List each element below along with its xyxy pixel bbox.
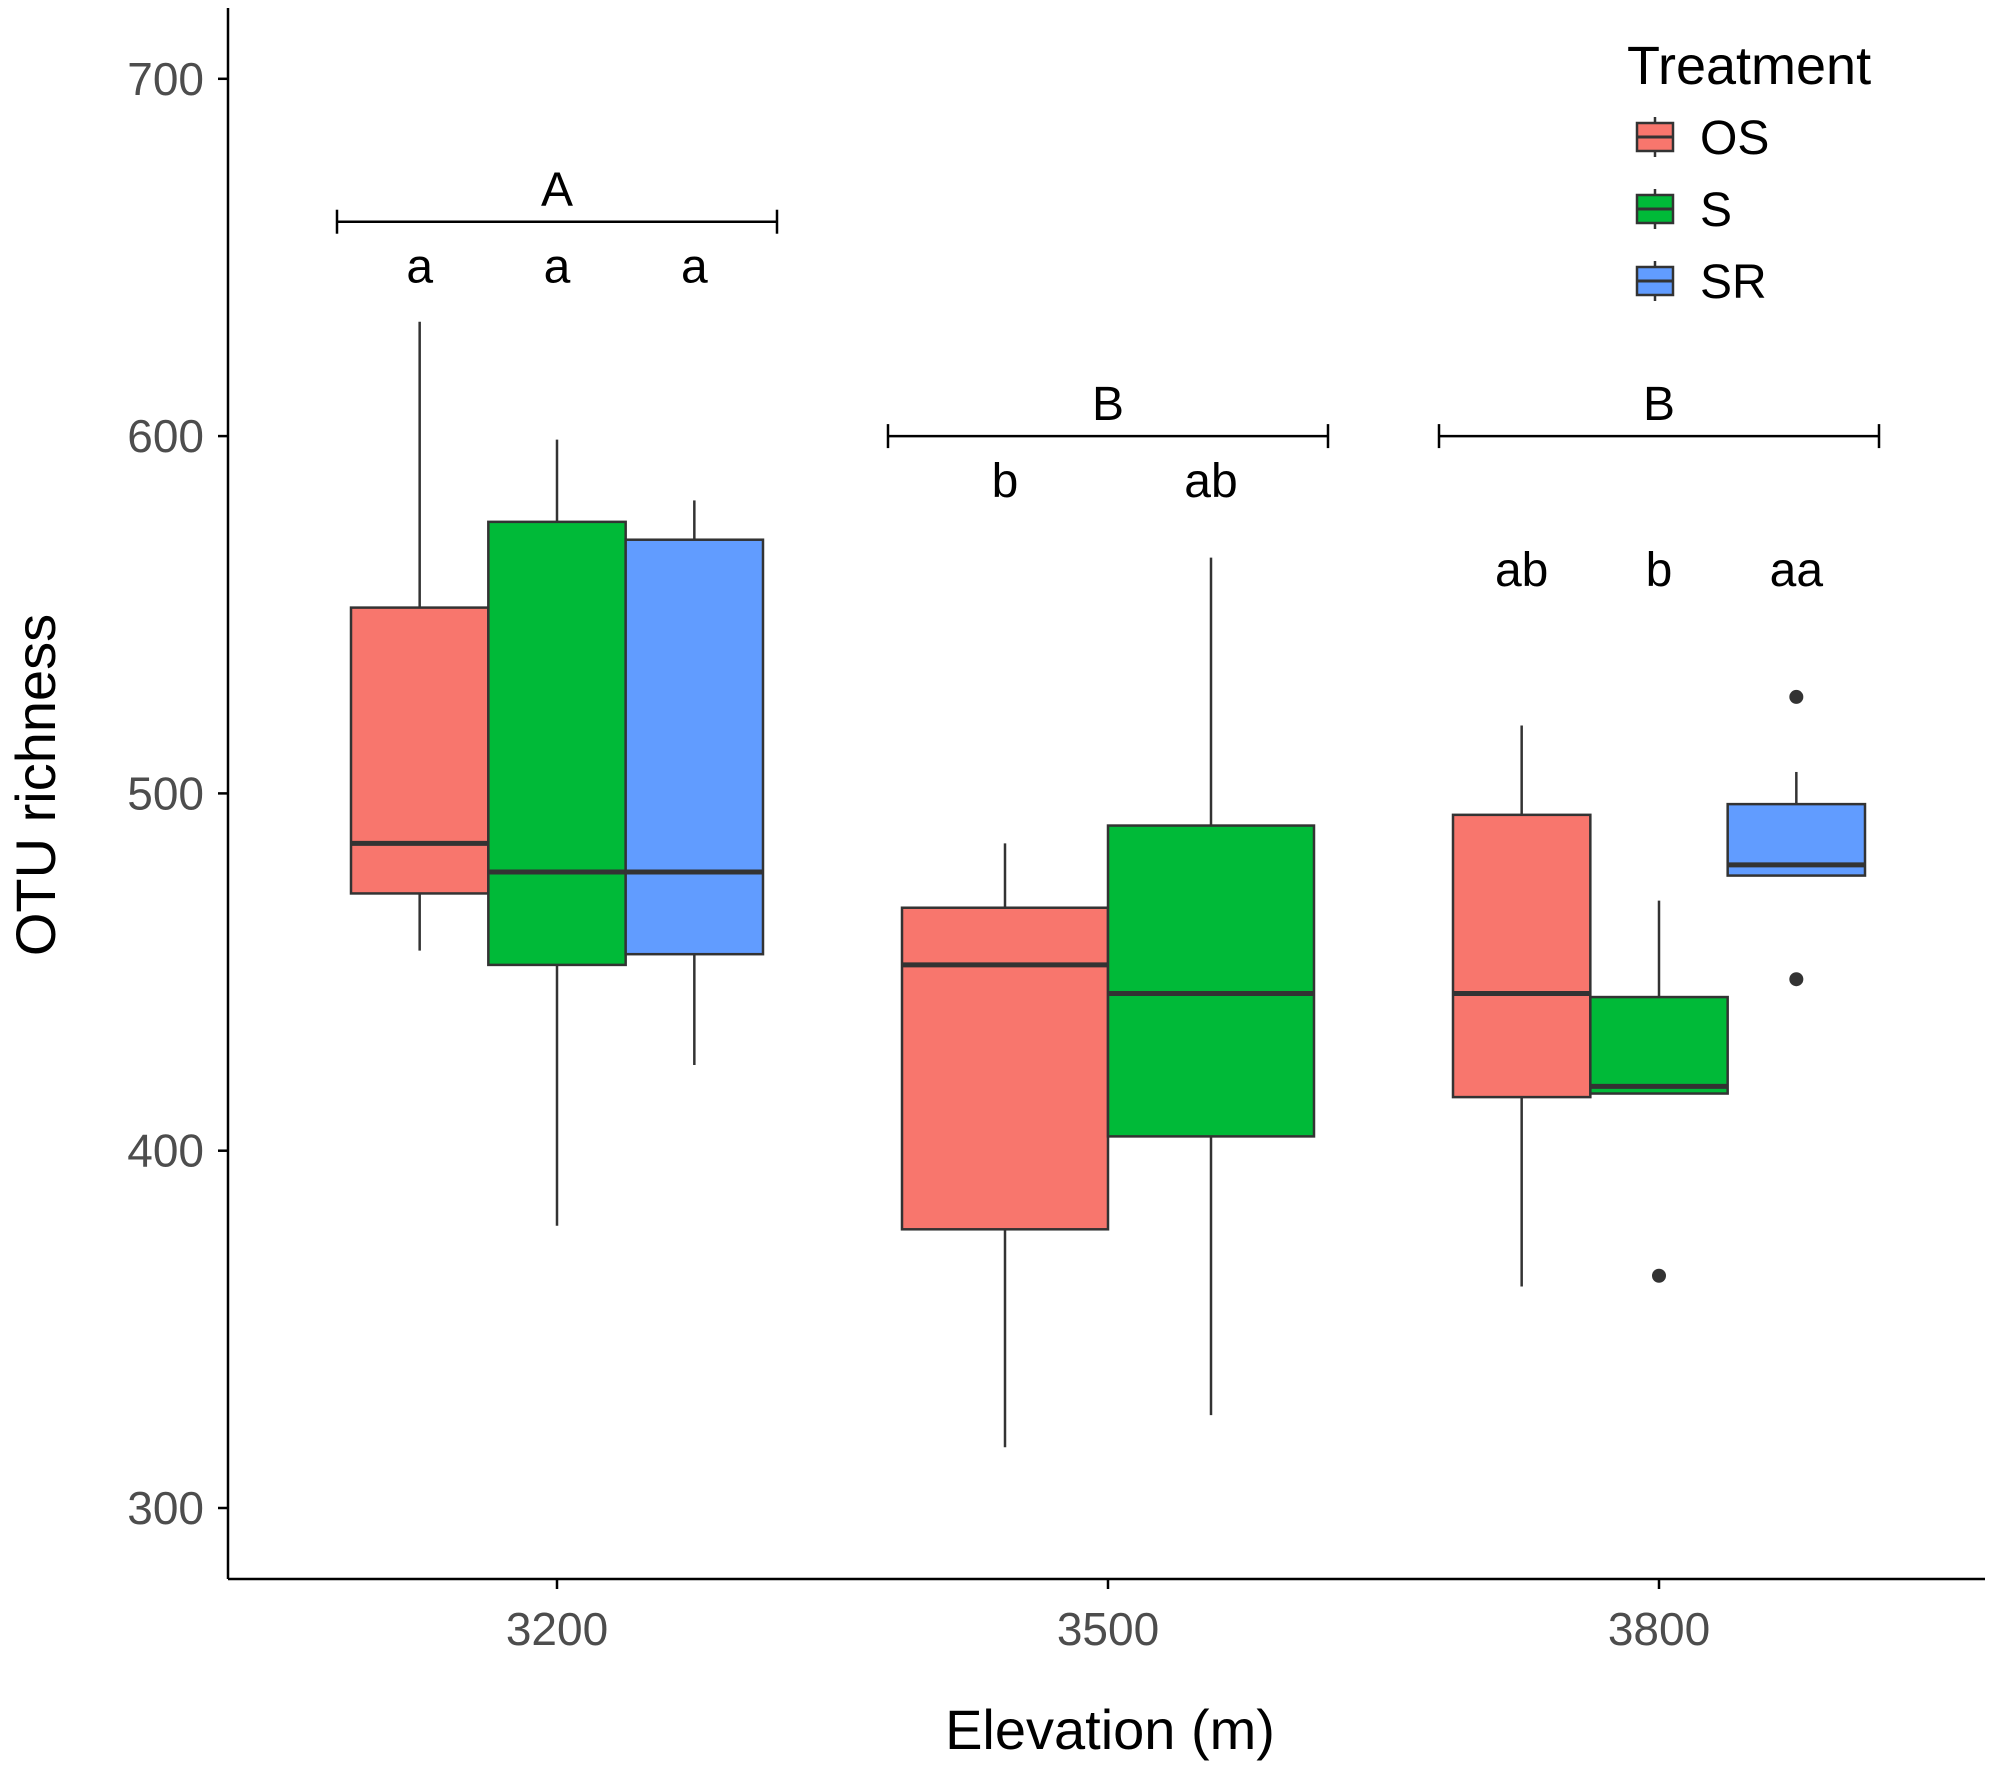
box-letter: a xyxy=(544,240,571,293)
x-axis-title: Elevation (m) xyxy=(945,1698,1275,1761)
box-body xyxy=(900,906,1110,1231)
box-body xyxy=(624,538,765,956)
box-series xyxy=(349,321,1867,1448)
outlier-point xyxy=(1789,689,1804,704)
y-tick-label: 400 xyxy=(127,1125,204,1177)
x-tick-label: 3200 xyxy=(506,1603,608,1655)
y-tick-label: 500 xyxy=(127,767,204,819)
box-letter: b xyxy=(1646,544,1673,597)
box-body xyxy=(349,606,490,895)
box-3200-os xyxy=(349,321,490,951)
box-3800-sr xyxy=(1726,689,1867,987)
legend-label: OS xyxy=(1700,112,1769,165)
box-letter: ab xyxy=(1184,455,1237,508)
legend-item-s: S xyxy=(1635,184,1732,237)
box-3200-s xyxy=(487,439,627,1226)
group-bracket-3200: A xyxy=(335,164,779,234)
box-letter: a xyxy=(681,240,708,293)
y-axis-title: OTU richness xyxy=(4,614,67,956)
y-tick-label: 300 xyxy=(127,1482,204,1534)
legend-label: S xyxy=(1700,184,1732,237)
legend-item-os: OS xyxy=(1635,112,1769,165)
box-body xyxy=(1589,995,1729,1095)
group-letter: A xyxy=(541,164,573,217)
legend-label: SR xyxy=(1700,256,1767,309)
box-3800-os xyxy=(1451,725,1592,1287)
box-letter: b xyxy=(992,455,1019,508)
x-axis-ticks: 3200 3500 3800 xyxy=(506,1579,1710,1655)
box-3200-sr xyxy=(624,500,765,1065)
y-tick-label: 700 xyxy=(127,53,204,105)
group-bracket-3800: B xyxy=(1437,378,1881,449)
legend: Treatment OS S SR xyxy=(1627,36,1871,309)
legend-item-sr: SR xyxy=(1635,256,1767,309)
box-letter: aa xyxy=(1770,544,1824,597)
outlier-point xyxy=(1789,972,1804,987)
box-letter: ab xyxy=(1495,544,1548,597)
group-bracket-3500: B xyxy=(886,378,1330,449)
x-tick-label: 3500 xyxy=(1057,1603,1159,1655)
box-3800-s xyxy=(1589,900,1729,1283)
outlier-point xyxy=(1652,1268,1666,1283)
y-axis-ticks: 300 400 500 600 700 xyxy=(127,53,228,1534)
box-body xyxy=(1106,824,1316,1138)
group-letter: B xyxy=(1092,378,1124,431)
box-3500-os xyxy=(900,843,1110,1448)
group-letter: B xyxy=(1643,378,1675,431)
box-letter: a xyxy=(406,240,433,293)
x-tick-label: 3800 xyxy=(1608,1603,1710,1655)
box-body xyxy=(1451,813,1592,1099)
legend-title: Treatment xyxy=(1627,36,1871,96)
box-body xyxy=(487,520,627,967)
y-tick-label: 600 xyxy=(127,410,204,462)
box-3500-s xyxy=(1106,557,1316,1416)
